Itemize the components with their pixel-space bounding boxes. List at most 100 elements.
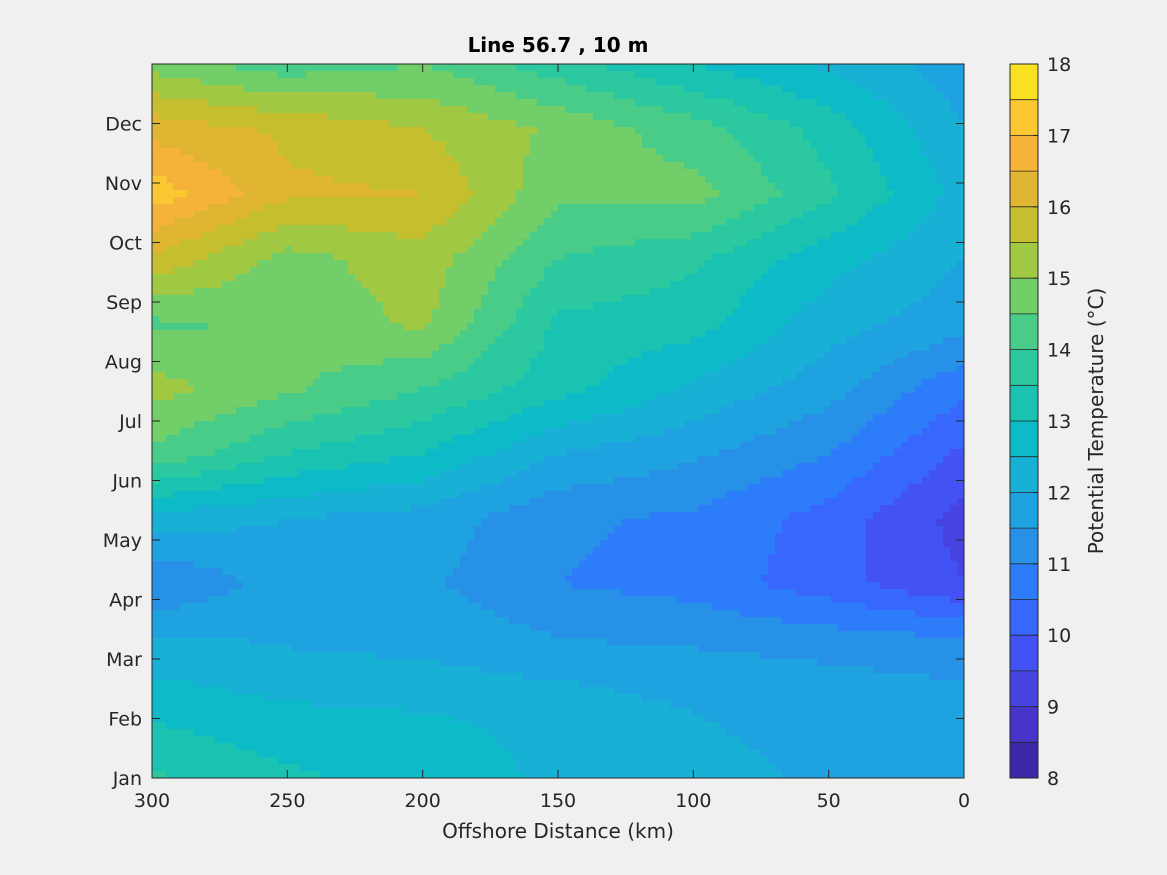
contour-cell [915, 176, 923, 184]
contour-cell [250, 260, 258, 268]
contour-cell [628, 99, 636, 107]
contour-cell [376, 190, 384, 198]
contour-cell [376, 183, 384, 191]
contour-cell [691, 155, 699, 163]
contour-cell [173, 330, 181, 338]
contour-cell [789, 78, 797, 86]
contour-cell [187, 71, 195, 79]
contour-cell [579, 295, 587, 303]
contour-cell [418, 260, 426, 268]
contour-cell [355, 281, 363, 289]
contour-cell [460, 281, 468, 289]
contour-cell [159, 344, 167, 352]
contour-cell [355, 99, 363, 107]
contour-cell [271, 197, 279, 205]
contour-cell [558, 113, 566, 121]
contour-cell [460, 358, 468, 366]
contour-cell [306, 358, 314, 366]
contour-cell [313, 120, 321, 128]
contour-cell [824, 316, 832, 324]
contour-cell [936, 316, 944, 324]
contour-cell [635, 281, 643, 289]
contour-cell [467, 253, 475, 261]
contour-cell [894, 148, 902, 156]
contour-cell [698, 267, 706, 275]
contour-cell [579, 92, 587, 100]
contour-cell [747, 288, 755, 296]
contour-cell [677, 330, 685, 338]
contour-cell [824, 351, 832, 359]
contour-cell [474, 141, 482, 149]
contour-cell [635, 134, 643, 142]
contour-cell [432, 295, 440, 303]
contour-cell [621, 267, 629, 275]
contour-cell [929, 71, 937, 79]
contour-cell [152, 260, 160, 268]
contour-cell [740, 71, 748, 79]
contour-cell [922, 344, 930, 352]
contour-cell [908, 323, 916, 331]
contour-cell [215, 204, 223, 212]
contour-cell [313, 190, 321, 198]
contour-cell [796, 260, 804, 268]
contour-cell [831, 246, 839, 254]
contour-cell [607, 176, 615, 184]
contour-cell [481, 197, 489, 205]
contour-cell [733, 344, 741, 352]
contour-cell [817, 239, 825, 247]
contour-cell [334, 134, 342, 142]
contour-cell [726, 64, 734, 72]
contour-cell [537, 120, 545, 128]
contour-cell [915, 323, 923, 331]
contour-cell [726, 344, 734, 352]
contour-cell [887, 155, 895, 163]
contour-cell [908, 176, 916, 184]
contour-cell [600, 78, 608, 86]
contour-cell [565, 316, 573, 324]
contour-cell [502, 232, 510, 240]
contour-cell [838, 344, 846, 352]
contour-cell [943, 260, 951, 268]
contour-cell [236, 337, 244, 345]
contour-cell [523, 155, 531, 163]
contour-cell [313, 204, 321, 212]
contour-cell [747, 92, 755, 100]
contour-cell [201, 218, 209, 226]
contour-cell [208, 344, 216, 352]
contour-cell [698, 316, 706, 324]
contour-cell [950, 64, 958, 72]
contour-cell [257, 358, 265, 366]
contour-cell [201, 155, 209, 163]
contour-cell [712, 260, 720, 268]
contour-cell [824, 246, 832, 254]
contour-cell [859, 351, 867, 359]
contour-cell [229, 253, 237, 261]
contour-cell [173, 78, 181, 86]
contour-cell [523, 190, 531, 198]
contour-cell [887, 190, 895, 198]
contour-cell [754, 155, 762, 163]
contour-cell [222, 99, 230, 107]
contour-cell [208, 358, 216, 366]
contour-cell [502, 204, 510, 212]
contour-cell [656, 78, 664, 86]
contour-cell [663, 316, 671, 324]
contour-cell [579, 148, 587, 156]
contour-cell [418, 337, 426, 345]
contour-cell [754, 337, 762, 345]
contour-cell [159, 302, 167, 310]
contour-cell [278, 204, 286, 212]
contour-cell [922, 323, 930, 331]
contour-cell [474, 281, 482, 289]
contour-cell [880, 267, 888, 275]
contour-cell [215, 323, 223, 331]
contour-cell [453, 169, 461, 177]
contour-cell [908, 232, 916, 240]
contour-cell [628, 225, 636, 233]
contour-cell [152, 99, 160, 107]
contour-cell [502, 141, 510, 149]
contour-cell [859, 274, 867, 282]
contour-cell [663, 239, 671, 247]
contour-cell [957, 281, 964, 289]
contour-cell [292, 106, 300, 114]
